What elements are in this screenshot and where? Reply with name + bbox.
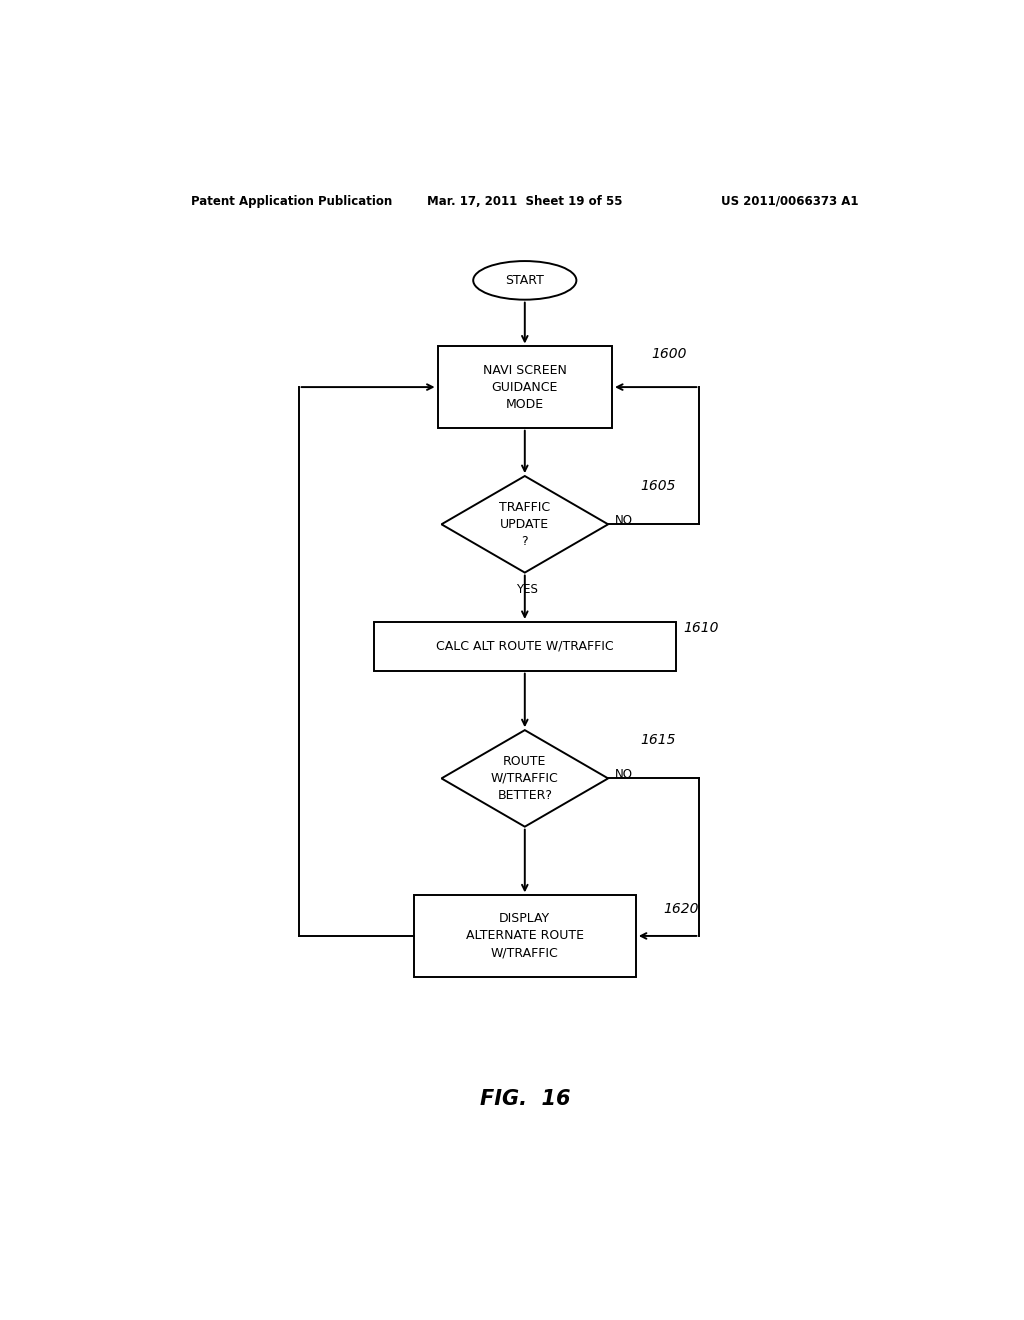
Text: 1620: 1620 [664, 902, 699, 916]
Text: NO: NO [614, 513, 633, 527]
Text: Patent Application Publication: Patent Application Publication [191, 194, 393, 207]
Text: YES: YES [516, 582, 539, 595]
Text: NO: NO [614, 768, 633, 781]
Text: NAVI SCREEN
GUIDANCE
MODE: NAVI SCREEN GUIDANCE MODE [483, 363, 566, 411]
Text: US 2011/0066373 A1: US 2011/0066373 A1 [721, 194, 858, 207]
Text: START: START [506, 273, 544, 286]
Text: CALC ALT ROUTE W/TRAFFIC: CALC ALT ROUTE W/TRAFFIC [436, 640, 613, 653]
Text: 1600: 1600 [652, 347, 687, 360]
Text: FIG.  16: FIG. 16 [479, 1089, 570, 1109]
Text: 1605: 1605 [640, 479, 676, 492]
Text: 1615: 1615 [640, 733, 676, 747]
Text: DISPLAY
ALTERNATE ROUTE
W/TRAFFIC: DISPLAY ALTERNATE ROUTE W/TRAFFIC [466, 912, 584, 960]
Text: Mar. 17, 2011  Sheet 19 of 55: Mar. 17, 2011 Sheet 19 of 55 [427, 194, 623, 207]
Text: ROUTE
W/TRAFFIC
BETTER?: ROUTE W/TRAFFIC BETTER? [490, 755, 559, 803]
Text: 1610: 1610 [684, 620, 719, 635]
Text: TRAFFIC
UPDATE
?: TRAFFIC UPDATE ? [500, 500, 550, 548]
